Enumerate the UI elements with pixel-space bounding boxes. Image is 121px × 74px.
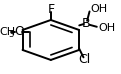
Text: OH: OH [98, 23, 115, 33]
Text: B: B [82, 17, 90, 30]
Text: CH: CH [0, 27, 15, 37]
Text: 3: 3 [8, 30, 14, 39]
Text: OH: OH [91, 4, 108, 14]
Text: F: F [47, 3, 54, 16]
Text: Cl: Cl [79, 53, 91, 66]
Text: O: O [14, 25, 24, 38]
